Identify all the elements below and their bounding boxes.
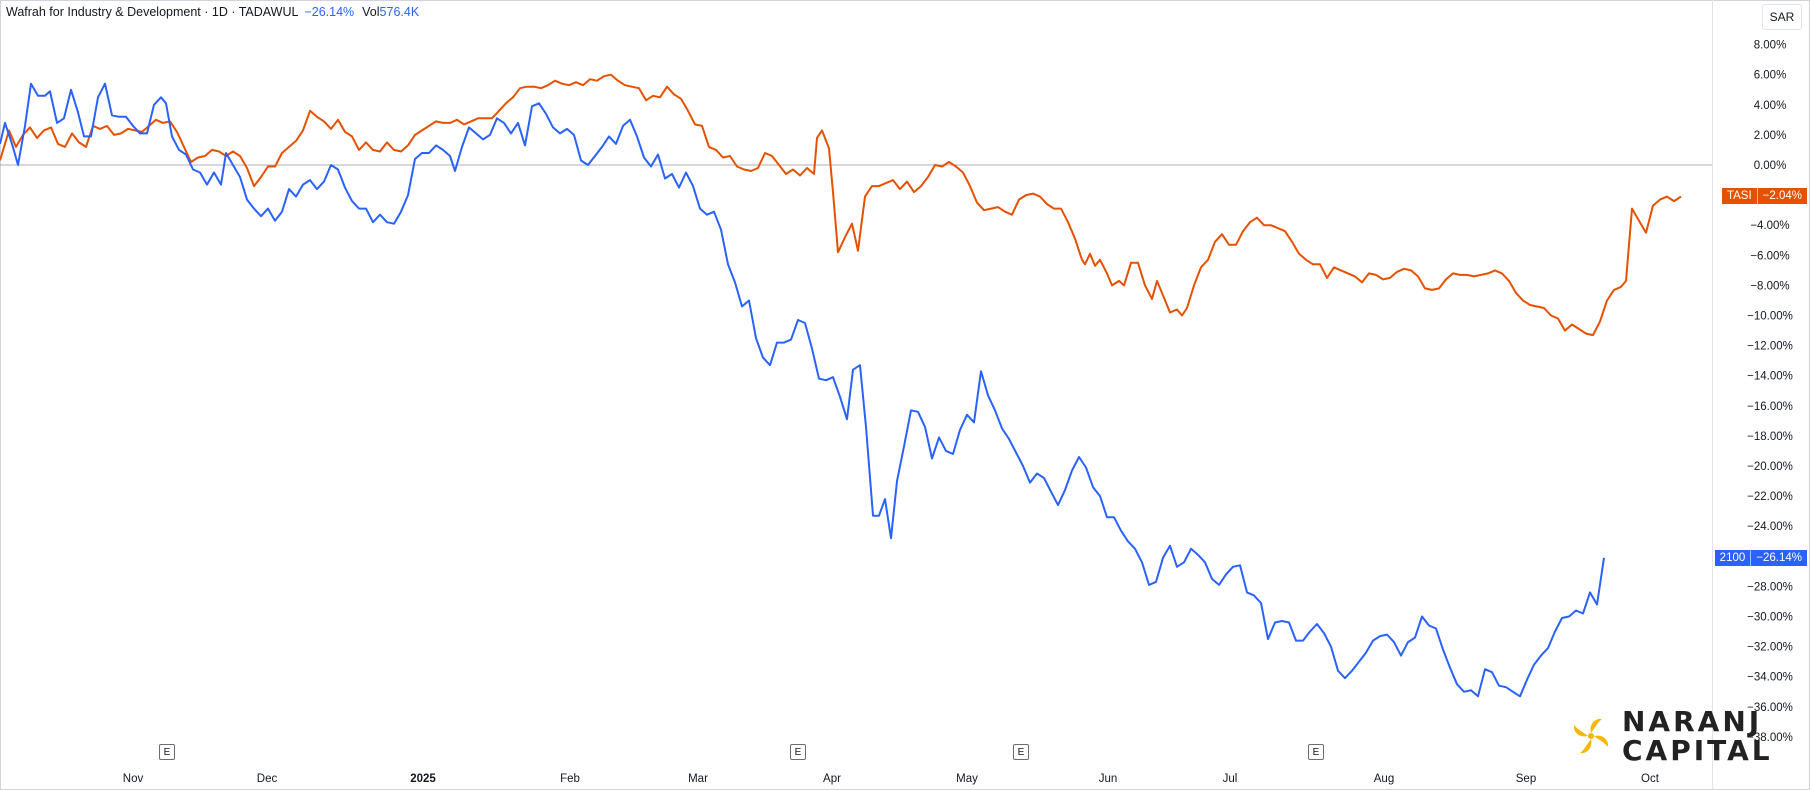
x-tick-label: Jun xyxy=(1099,773,1118,785)
x-tick-label: Mar xyxy=(688,773,708,785)
earnings-event-marker[interactable]: E xyxy=(790,744,806,760)
change-value: −26.14% xyxy=(304,5,355,19)
earnings-event-marker[interactable]: E xyxy=(1013,744,1029,760)
y-tick-label: −22.00% xyxy=(1747,491,1793,503)
x-tick-label: 2025 xyxy=(410,773,436,785)
y-tick-label: −12.00% xyxy=(1747,341,1793,353)
y-tick-label: −34.00% xyxy=(1747,672,1793,684)
x-tick-label: Apr xyxy=(823,773,841,785)
stock-badge-value: −26.14% xyxy=(1756,552,1802,565)
naranj-capital-logo: NARANJ CAPITAL xyxy=(1570,707,1773,765)
x-tick-label: Jul xyxy=(1223,773,1238,785)
tasi-badge-value: −2.04% xyxy=(1762,189,1802,202)
y-tick-label: −30.00% xyxy=(1747,612,1793,624)
x-tick-label: Oct xyxy=(1641,773,1660,785)
y-tick-label: 4.00% xyxy=(1754,100,1787,112)
y-tick-label: −28.00% xyxy=(1747,581,1793,593)
x-tick-label: Nov xyxy=(123,773,144,785)
series-line-2100[interactable] xyxy=(0,82,1605,698)
volume-value: 576.4K xyxy=(379,5,420,19)
y-tick-label: 8.00% xyxy=(1754,40,1787,52)
y-tick-label: 2.00% xyxy=(1754,130,1787,142)
currency-button[interactable]: SAR xyxy=(1762,4,1802,30)
tasi-price-badge: TASI −2.04% xyxy=(1721,187,1807,204)
y-tick-label: −4.00% xyxy=(1750,220,1789,232)
orange-swirl-icon xyxy=(1573,718,1609,754)
logo-line-2: CAPITAL xyxy=(1622,734,1773,767)
volume-label: Vol xyxy=(362,5,380,19)
y-tick-label: −36.00% xyxy=(1747,702,1793,714)
symbol-title: Wafrah for Industry & Development · 1D ·… xyxy=(6,5,299,19)
logo-line-1: NARANJ xyxy=(1622,705,1763,738)
chart-header: Wafrah for Industry & Development · 1D ·… xyxy=(6,5,419,19)
x-tick-label: Dec xyxy=(257,773,278,785)
stock-price-badge: 2100 −26.14% xyxy=(1714,550,1807,567)
x-tick-label: Feb xyxy=(560,773,580,785)
y-tick-label: 0.00% xyxy=(1754,160,1787,172)
tasi-badge-symbol: TASI xyxy=(1722,187,1758,204)
x-tick-label: Sep xyxy=(1516,773,1536,785)
y-tick-label: −20.00% xyxy=(1747,461,1793,473)
earnings-event-marker[interactable]: E xyxy=(1308,744,1324,760)
y-tick-label: −18.00% xyxy=(1747,431,1793,443)
y-tick-label: −16.00% xyxy=(1747,401,1793,413)
series-line-tasi[interactable] xyxy=(0,73,1682,337)
x-tick-label: May xyxy=(956,773,978,785)
y-tick-label: −10.00% xyxy=(1747,311,1793,323)
stock-badge-symbol: 2100 xyxy=(1715,550,1752,567)
earnings-event-marker[interactable]: E xyxy=(159,744,175,760)
y-tick-label: −38.00% xyxy=(1747,732,1793,744)
y-tick-label: −32.00% xyxy=(1747,642,1793,654)
y-tick-label: −8.00% xyxy=(1750,280,1789,292)
x-tick-label: Aug xyxy=(1374,773,1394,785)
y-tick-label: −24.00% xyxy=(1747,521,1793,533)
y-tick-label: −6.00% xyxy=(1750,250,1789,262)
y-tick-label: 6.00% xyxy=(1754,70,1787,82)
y-tick-label: −14.00% xyxy=(1747,371,1793,383)
